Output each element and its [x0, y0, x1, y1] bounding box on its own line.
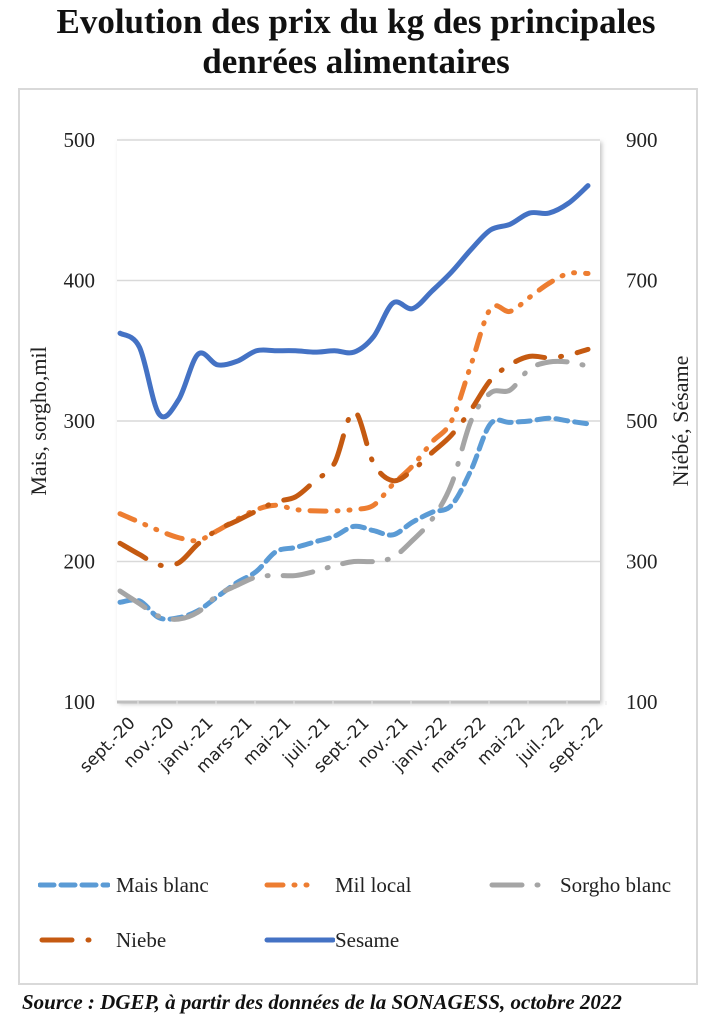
chart-legend: Mais blanc Mil local Sorgho blanc Niebe …: [20, 860, 690, 980]
y-axis-right-label: Niébé, Sésame: [668, 356, 693, 487]
legend-item-niebe[interactable]: Niebe: [38, 925, 166, 955]
series-line-niebe: [117, 346, 591, 569]
legend-swatch-mais-blanc: [38, 882, 110, 888]
line-chart: sept.-20nov.-20janv.-21mars-21mai-21juil…: [26, 128, 693, 777]
y-tick-label-right: 300: [626, 550, 658, 574]
chart-title: Evolution des prix du kg des principales…: [0, 2, 712, 82]
y-tick-label-right: 100: [626, 690, 658, 714]
y-tick-label-left: 500: [64, 128, 96, 152]
legend-label: Mais blanc: [116, 872, 209, 897]
y-axis-left-label: Mais, sorgho,mil: [26, 346, 51, 495]
series-line-mil-local: [117, 270, 591, 544]
y-tick-label-left: 200: [64, 550, 96, 574]
y-tick-label-left: 400: [64, 269, 96, 293]
legend-item-mil-local[interactable]: Mil local: [263, 870, 411, 900]
y-tick-label-left: 100: [64, 690, 96, 714]
chart-title-line-1: Evolution des prix du kg des principales: [56, 2, 656, 41]
legend-label: Sesame: [335, 927, 400, 952]
series-line-sorgho-blanc: [117, 358, 591, 622]
series-line-sesame: [117, 183, 591, 420]
y-tick-label-right: 700: [626, 269, 658, 293]
series-lines: [117, 183, 591, 622]
legend-item-sorgho-blanc[interactable]: Sorgho blanc: [488, 870, 671, 900]
legend-swatch-niebe: [39, 937, 110, 943]
legend-label: Sorgho blanc: [560, 872, 672, 897]
x-axis: sept.-20nov.-20janv.-21mars-21mai-21juil…: [76, 700, 608, 777]
legend-label: Niebe: [116, 927, 167, 952]
legend-item-sesame[interactable]: Sesame: [263, 925, 399, 955]
chart-title-line-2: denrées alimentaires: [202, 42, 510, 81]
y-tick-label-right: 900: [626, 128, 658, 152]
y-tick-label-left: 300: [64, 409, 96, 433]
legend-label: Mil local: [335, 872, 412, 897]
y-axis-right: 100 300 500 700 900: [626, 128, 658, 714]
legend-swatch-mil-local: [264, 882, 335, 888]
y-axis-left: 100 200 300 400 500: [64, 128, 96, 714]
legend-item-mais-blanc[interactable]: Mais blanc: [38, 870, 209, 900]
source-note: Source : DGEP, à partir des données de l…: [22, 990, 622, 1014]
legend-swatch-sorgho-blanc: [489, 882, 560, 888]
chart-frame: [18, 88, 698, 985]
legend-swatch-sesame: [264, 937, 335, 943]
y-tick-label-right: 500: [626, 409, 658, 433]
